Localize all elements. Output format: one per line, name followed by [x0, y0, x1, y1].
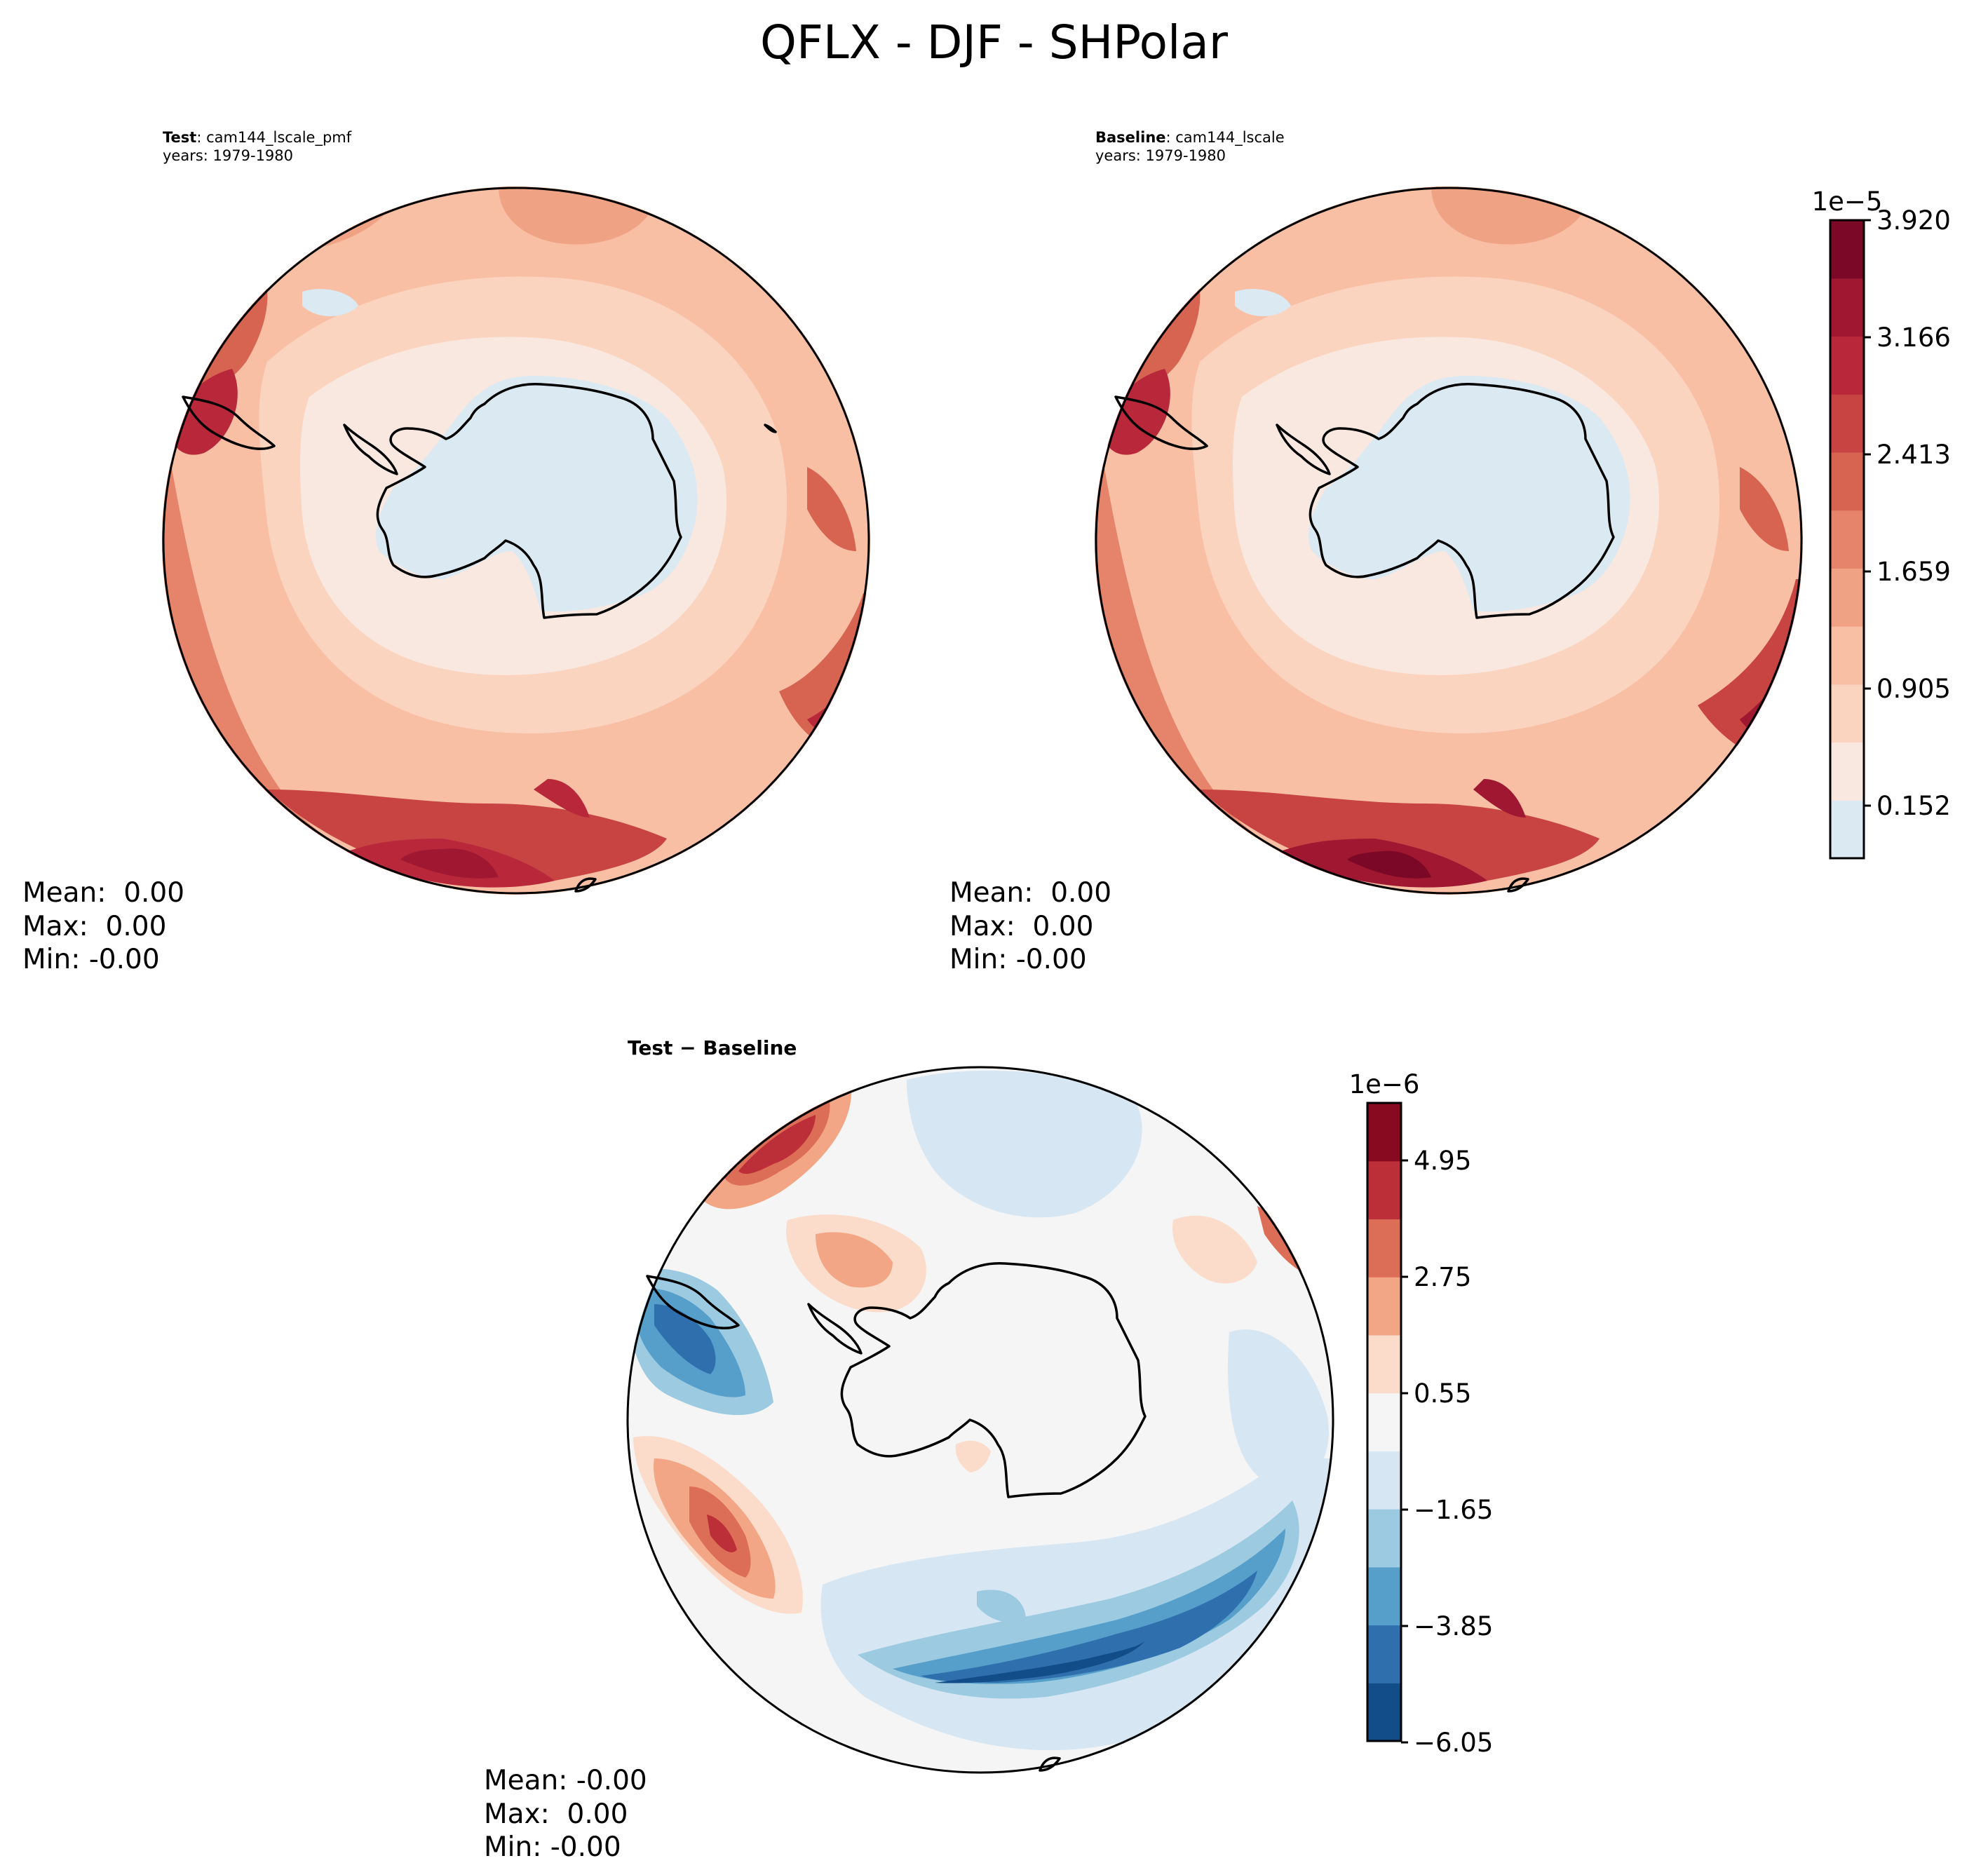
bottom-color-step [1367, 1451, 1401, 1510]
baseline-panel-label: Baseline: cam144_lscale years: 1979-1980 [1095, 128, 1285, 165]
test-map-fill [162, 187, 870, 895]
bottom-tick-label: 2.75 [1414, 1262, 1471, 1292]
bottom-tick-label: −6.05 [1414, 1728, 1493, 1758]
top-tick-label: 2.413 [1877, 440, 1951, 470]
top-color-step [1830, 336, 1864, 395]
diff-min: Min: -0.00 [484, 1831, 621, 1864]
baseline-years: years: 1979-1980 [1095, 147, 1226, 165]
bottom-colorbar: 1e−6 4.95 2.75 0.55 −1.65 −3.85 −6.05 [1349, 1069, 1494, 1758]
top-color-step [1830, 510, 1864, 569]
top-tick-label: 3.920 [1877, 205, 1951, 236]
diff-stats: Mean: -0.00 Max: 0.00 Min: -0.00 [484, 1764, 647, 1864]
top-color-step [1830, 220, 1864, 279]
bottom-color-step [1367, 1160, 1401, 1220]
figure-title: QFLX - DJF - SHPolar [760, 15, 1228, 69]
test-map-border [162, 187, 870, 895]
test-label-case: : cam144_lscale_pmf [196, 129, 352, 146]
top-tick-label: 0.905 [1877, 674, 1951, 704]
bottom-tick-label: −3.85 [1414, 1611, 1493, 1641]
diff-mean: Mean: -0.00 [484, 1765, 647, 1796]
bottom-color-step [1367, 1219, 1401, 1278]
bottom-color-step [1367, 1625, 1401, 1683]
top-colorbar: 1e−53.920 3.166 2.413 1.659 0.905 0.152 [1812, 187, 1951, 860]
bottom-color-step [1367, 1103, 1401, 1162]
bottom-color-step [1367, 1277, 1401, 1336]
baseline-stats: Mean: 0.00 Max: 0.00 Min: -0.00 [949, 876, 1111, 977]
top-color-step [1830, 684, 1864, 743]
bottom-colorbar-border [1366, 1102, 1402, 1742]
baseline-coastlines [1114, 383, 1615, 893]
test-coastlines [182, 383, 777, 893]
test-stats: Mean: 0.00 Max: 0.00 Min: -0.00 [22, 876, 184, 977]
top-color-step [1830, 452, 1864, 511]
bottom-color-step [1367, 1509, 1401, 1568]
top-color-step [1830, 800, 1864, 859]
test-label-bold: Test [163, 129, 197, 146]
bottom-color-step [1367, 1683, 1401, 1742]
test-min: Min: -0.00 [22, 944, 160, 976]
diff-map-fill [626, 1066, 1334, 1774]
top-color-step [1830, 742, 1864, 801]
baseline-label-bold: Baseline [1095, 129, 1166, 146]
test-max: Max: 0.00 [22, 910, 167, 942]
diff-max: Max: 0.00 [484, 1798, 628, 1830]
bottom-tick-label: 0.55 [1414, 1378, 1471, 1409]
diff-polar-map [626, 1066, 1334, 1774]
baseline-label-case: : cam144_lscale [1165, 129, 1285, 146]
top-color-step [1830, 568, 1864, 627]
test-mean: Mean: 0.00 [22, 877, 185, 909]
baseline-polar-map [1095, 187, 1803, 895]
bottom-color-step [1367, 1566, 1401, 1626]
top-tick-label: 3.166 [1877, 323, 1951, 353]
top-color-step [1830, 278, 1864, 337]
bottom-tick-label: 4.95 [1414, 1146, 1471, 1176]
baseline-max: Max: 0.00 [949, 910, 1094, 942]
diff-map-border [626, 1066, 1334, 1774]
top-tick-label: 1.659 [1877, 557, 1951, 587]
test-panel-label: Test: cam144_lscale_pmf years: 1979-1980 [163, 128, 351, 165]
bottom-colorbar-exponent: 1e−6 [1349, 1069, 1420, 1099]
diff-panel-label: Test − Baseline [628, 1036, 797, 1059]
top-colorbar-border [1829, 219, 1865, 860]
bottom-color-step [1367, 1393, 1401, 1451]
test-polar-map [162, 187, 870, 895]
top-tick-label: 0.152 [1877, 791, 1951, 821]
baseline-mean: Mean: 0.00 [949, 877, 1112, 909]
diff-coastlines [646, 1262, 1147, 1772]
baseline-min: Min: -0.00 [949, 944, 1087, 976]
bottom-tick-label: −1.65 [1414, 1495, 1493, 1525]
bottom-color-step [1367, 1334, 1401, 1394]
baseline-map-border [1095, 187, 1803, 895]
test-years: years: 1979-1980 [163, 147, 294, 165]
top-color-step [1830, 626, 1864, 685]
top-color-step [1830, 394, 1864, 453]
top-colorbar-exponent: 1e−5 [1812, 187, 1883, 217]
